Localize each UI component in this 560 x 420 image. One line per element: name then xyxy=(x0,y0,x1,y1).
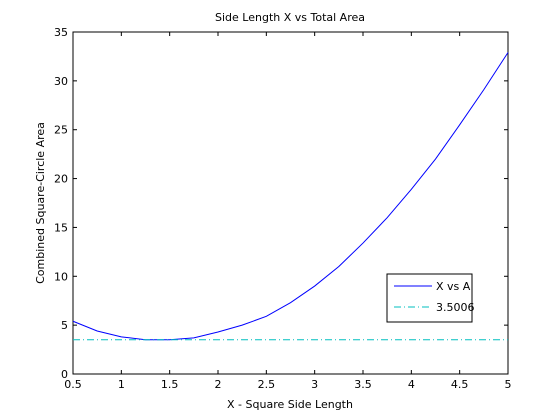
series-layer xyxy=(72,52,509,341)
x-tick-label: 5 xyxy=(505,378,512,391)
x-tick-label: 2 xyxy=(215,378,222,391)
legend-label-x-vs-a: X vs A xyxy=(436,280,471,293)
y-tick-label: 20 xyxy=(54,173,68,186)
x-axis-title: X - Square Side Length xyxy=(227,398,353,411)
x-tick-label: 3.5 xyxy=(354,378,372,391)
legend: X vs A 3.5006 xyxy=(386,273,475,323)
x-tick-label: 3 xyxy=(311,378,318,391)
y-axis-ticks: 0 5 10 15 20 25 30 35 xyxy=(54,26,508,381)
y-axis-title: Combined Square-Circle Area xyxy=(34,122,47,284)
y-tick-label: 35 xyxy=(54,26,68,39)
x-tick-label: 1 xyxy=(118,378,125,391)
y-tick-label: 10 xyxy=(54,270,68,283)
y-tick-label: 5 xyxy=(61,319,68,332)
y-tick-label: 15 xyxy=(54,221,68,234)
chart-title: Side Length X vs Total Area xyxy=(215,11,365,24)
x-tick-label: 1.5 xyxy=(161,378,179,391)
x-tick-label: 4.5 xyxy=(451,378,469,391)
y-tick-label: 0 xyxy=(61,368,68,381)
x-axis-ticks: 0.5 1 1.5 2 2.5 3 3.5 4 4.5 5 xyxy=(64,32,512,391)
legend-label-3-5006: 3.5006 xyxy=(436,301,475,314)
y-tick-label: 30 xyxy=(54,75,68,88)
x-tick-label: 0.5 xyxy=(64,378,82,391)
x-tick-label: 4 xyxy=(408,378,415,391)
plot-area xyxy=(72,31,509,375)
y-tick-label: 25 xyxy=(54,124,68,137)
legend-box xyxy=(386,273,473,323)
x-tick-label: 2.5 xyxy=(258,378,276,391)
